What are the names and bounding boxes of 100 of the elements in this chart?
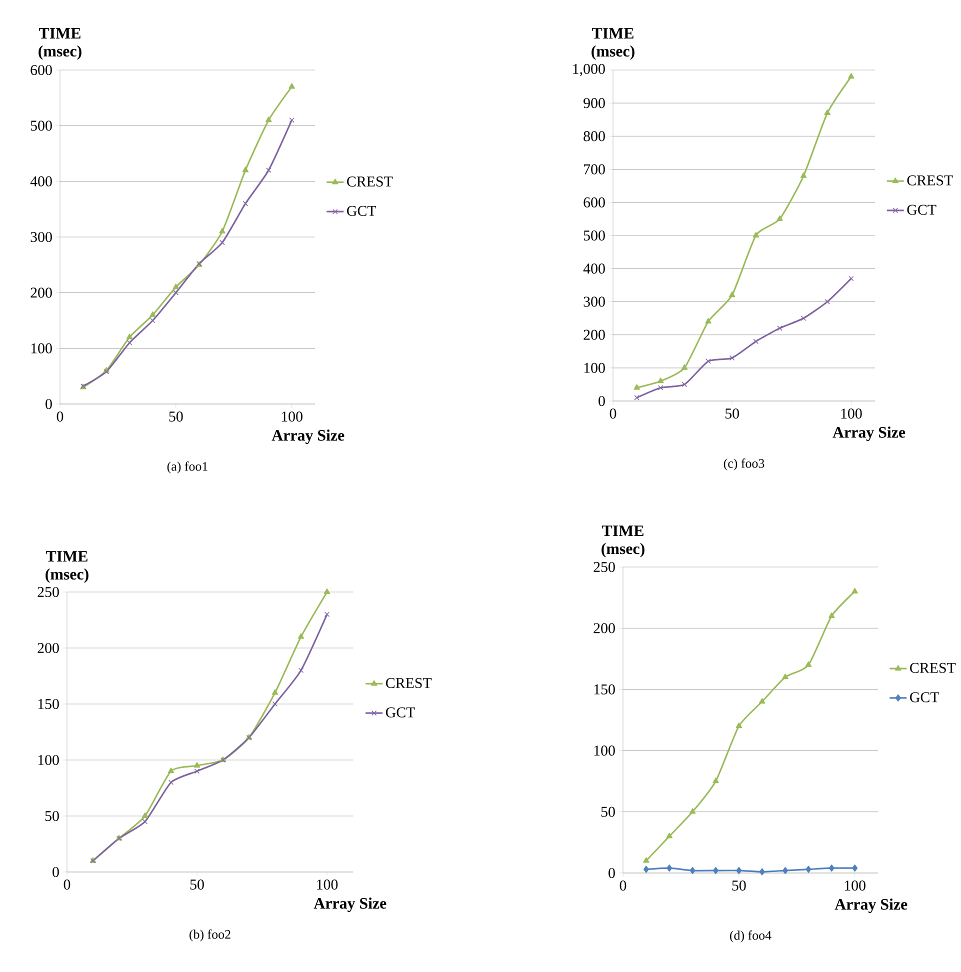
point — [150, 311, 156, 317]
point — [689, 808, 696, 814]
text: (c) foo3 — [724, 458, 764, 470]
y-tick-label: 150 — [594, 684, 615, 694]
legend-label: GCT — [347, 206, 376, 216]
point — [298, 633, 304, 639]
point — [824, 109, 831, 116]
y-tick-label: 500 — [30, 120, 52, 131]
point — [752, 232, 760, 238]
point — [736, 866, 742, 874]
point — [852, 864, 858, 872]
point — [848, 276, 854, 282]
point — [324, 588, 330, 594]
y-tick-label: 100 — [594, 746, 615, 756]
text: (d) foo4 — [730, 930, 772, 942]
y-tick-label: 200 — [30, 288, 52, 298]
point — [658, 385, 664, 390]
y-tick-label: 900 — [584, 98, 605, 108]
legend-label: CREST — [910, 662, 956, 673]
point — [729, 355, 735, 361]
y-tick-label: 0 — [46, 398, 52, 410]
y-tick-label: 150 — [38, 698, 59, 710]
y-tick-label: 200 — [38, 642, 59, 654]
point — [800, 316, 806, 321]
legend-label: CREST — [907, 175, 953, 186]
y-tick-label: 400 — [30, 176, 52, 186]
x-tick-label: 0 — [64, 880, 70, 890]
y-tick-label: 200 — [584, 330, 605, 340]
x-axis-title: Array Size — [832, 426, 906, 442]
x-tick-label: 100 — [844, 880, 866, 891]
y-axis-title: TIME (msec) — [602, 526, 644, 558]
x-tick-label: 50 — [190, 880, 204, 890]
point — [824, 299, 830, 304]
point — [272, 689, 278, 695]
point — [705, 318, 712, 324]
point — [658, 378, 664, 384]
point — [759, 868, 765, 876]
point — [634, 395, 640, 400]
point — [142, 812, 148, 818]
point — [266, 168, 272, 173]
x-tick-label: 50 — [169, 412, 183, 422]
y-tick-label: 50 — [45, 810, 59, 822]
x-tick-label: 100 — [317, 880, 338, 890]
point — [682, 382, 688, 388]
point — [828, 612, 835, 618]
point — [266, 116, 272, 122]
y-tick-label: 600 — [30, 64, 52, 76]
point — [289, 117, 295, 123]
point — [242, 166, 249, 172]
point — [776, 215, 783, 221]
point — [728, 291, 736, 298]
point — [848, 73, 854, 79]
point — [126, 334, 133, 340]
point — [736, 722, 742, 728]
point — [173, 290, 179, 296]
y-tick-label: 0 — [598, 396, 605, 406]
y-tick-label: 250 — [594, 562, 615, 572]
y-tick-label: 1,000 — [573, 64, 605, 76]
point — [242, 200, 248, 206]
legend-label: GCT — [386, 707, 416, 718]
point — [643, 857, 650, 863]
point — [219, 228, 226, 234]
y-tick-label: 200 — [594, 623, 615, 634]
point — [666, 864, 672, 872]
y-tick-label: 100 — [31, 343, 52, 354]
point — [712, 866, 719, 874]
x-axis-title: Array Size — [314, 898, 386, 912]
y-tick-label: 300 — [30, 232, 52, 242]
point — [194, 768, 200, 774]
y-tick-label: 600 — [584, 197, 605, 208]
x-tick-label: 50 — [726, 408, 740, 419]
point — [168, 780, 174, 786]
point — [852, 588, 858, 594]
y-tick-label: 700 — [584, 164, 605, 174]
y-tick-label: 250 — [38, 586, 59, 598]
x-tick-label: 100 — [282, 412, 303, 422]
legend-label: CREST — [347, 176, 393, 187]
point — [324, 612, 330, 618]
y-axis-title: TIME (msec) — [46, 551, 88, 583]
point — [806, 866, 812, 873]
y-axis-title: TIME (msec) — [38, 28, 82, 60]
y-tick-label: 800 — [584, 131, 605, 142]
point — [168, 768, 174, 774]
point — [782, 866, 788, 874]
point — [298, 668, 304, 674]
y-tick-label: 300 — [584, 296, 605, 307]
x-tick-label: 50 — [732, 880, 746, 891]
point — [753, 338, 759, 344]
point — [800, 172, 807, 178]
y-tick-label: 400 — [583, 264, 605, 274]
point — [758, 698, 766, 704]
y-tick-label: 500 — [584, 230, 605, 241]
point — [782, 674, 788, 680]
point — [805, 661, 812, 667]
x-axis-title: Array Size — [272, 430, 344, 444]
point — [288, 83, 296, 89]
y-tick-label: 100 — [38, 754, 59, 766]
point — [777, 326, 782, 331]
point — [634, 384, 640, 390]
point — [220, 240, 225, 246]
